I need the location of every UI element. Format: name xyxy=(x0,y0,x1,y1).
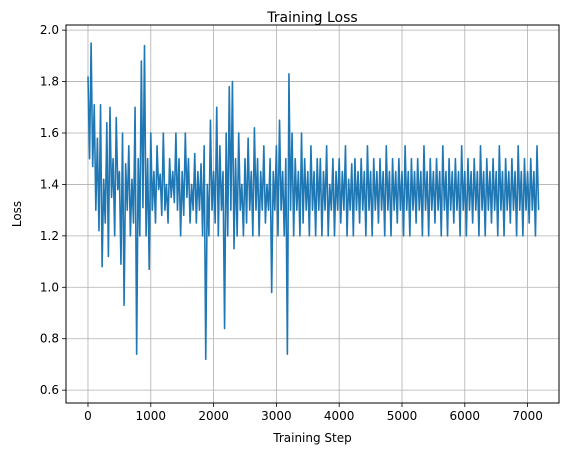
x-tick-label: 7000 xyxy=(512,409,543,423)
grid-lines xyxy=(66,25,559,403)
x-tick-label: 6000 xyxy=(450,409,481,423)
x-tick-label: 3000 xyxy=(261,409,292,423)
x-axis-ticks: 0 1000 2000 3000 4000 5000 6000 7000 xyxy=(84,403,543,423)
y-tick-label: 2.0 xyxy=(40,23,59,37)
x-tick-label: 0 xyxy=(84,409,92,423)
y-tick-label: 1.8 xyxy=(40,75,59,89)
y-tick-label: 0.6 xyxy=(40,383,59,397)
y-tick-label: 1.6 xyxy=(40,126,59,140)
y-axis-label: Loss xyxy=(10,201,24,227)
y-tick-label: 1.2 xyxy=(40,229,59,243)
x-tick-label: 1000 xyxy=(136,409,167,423)
loss-series-line xyxy=(87,42,540,361)
x-tick-label: 2000 xyxy=(198,409,229,423)
y-tick-label: 1.4 xyxy=(40,177,59,191)
plot-area xyxy=(87,42,540,361)
x-tick-label: 4000 xyxy=(324,409,355,423)
x-tick-label: 5000 xyxy=(387,409,418,423)
x-axis-label: Training Step xyxy=(272,431,352,445)
chart-title: Training Loss xyxy=(266,10,357,26)
axes-frame xyxy=(65,24,560,404)
y-tick-label: 1.0 xyxy=(40,280,59,294)
y-axis-ticks: 0.6 0.8 1.0 1.2 1.4 1.6 1.8 2.0 xyxy=(40,23,66,397)
y-tick-label: 0.8 xyxy=(40,332,59,346)
